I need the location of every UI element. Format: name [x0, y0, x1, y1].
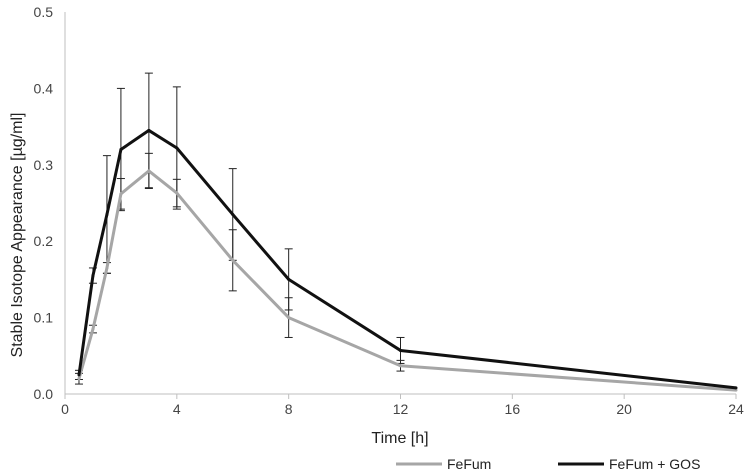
y-tick-labels: 0.0 0.1 0.2 0.3 0.4 0.5	[34, 4, 54, 402]
series-line-fefum	[77, 169, 737, 392]
data-point	[231, 212, 235, 216]
data-point	[287, 277, 291, 281]
data-point	[399, 364, 402, 368]
y-tick-label: 0.1	[34, 310, 54, 326]
x-axis-title: Time [h]	[371, 430, 428, 447]
x-tick-label: 16	[505, 401, 521, 417]
y-tick-label: 0.4	[34, 80, 54, 96]
y-tick-label: 0.2	[34, 233, 54, 249]
x-tick-label: 20	[616, 401, 632, 417]
legend-label-fefum-gos: FeFum + GOS	[609, 456, 700, 472]
series-line-fefum-gos	[77, 128, 737, 390]
x-tick-label: 4	[173, 401, 181, 417]
error-bars	[74, 72, 405, 385]
data-point	[287, 316, 291, 320]
data-point	[734, 386, 738, 390]
y-tick-label: 0.3	[34, 157, 54, 173]
data-point	[147, 128, 151, 132]
data-point	[105, 212, 109, 216]
legend: FeFum FeFum + GOS	[396, 456, 700, 472]
x-tick-label: 24	[728, 401, 744, 417]
data-point	[91, 274, 95, 278]
data-point	[77, 377, 81, 381]
data-point	[91, 327, 95, 331]
data-point	[119, 192, 123, 196]
data-point	[147, 169, 151, 173]
y-axis-title: Stable Isotope Appearance [µg/ml]	[9, 113, 26, 358]
data-point	[175, 191, 179, 195]
data-point	[399, 348, 402, 352]
x-tick-label: 12	[393, 401, 409, 417]
data-point	[77, 373, 81, 377]
data-point	[105, 266, 109, 270]
series-lines	[77, 128, 738, 392]
axes	[64, 12, 736, 395]
x-tick-label: 0	[61, 401, 69, 417]
data-point	[734, 388, 738, 392]
legend-label-fefum: FeFum	[447, 456, 491, 472]
y-tick-label: 0.5	[34, 4, 54, 20]
x-tick-labels: 0 4 8 12 16 20 24	[61, 394, 744, 417]
x-tick-label: 8	[285, 401, 293, 417]
data-point	[231, 258, 235, 262]
data-point	[175, 146, 179, 150]
y-tick-label: 0.0	[34, 386, 54, 402]
data-point	[119, 148, 123, 152]
